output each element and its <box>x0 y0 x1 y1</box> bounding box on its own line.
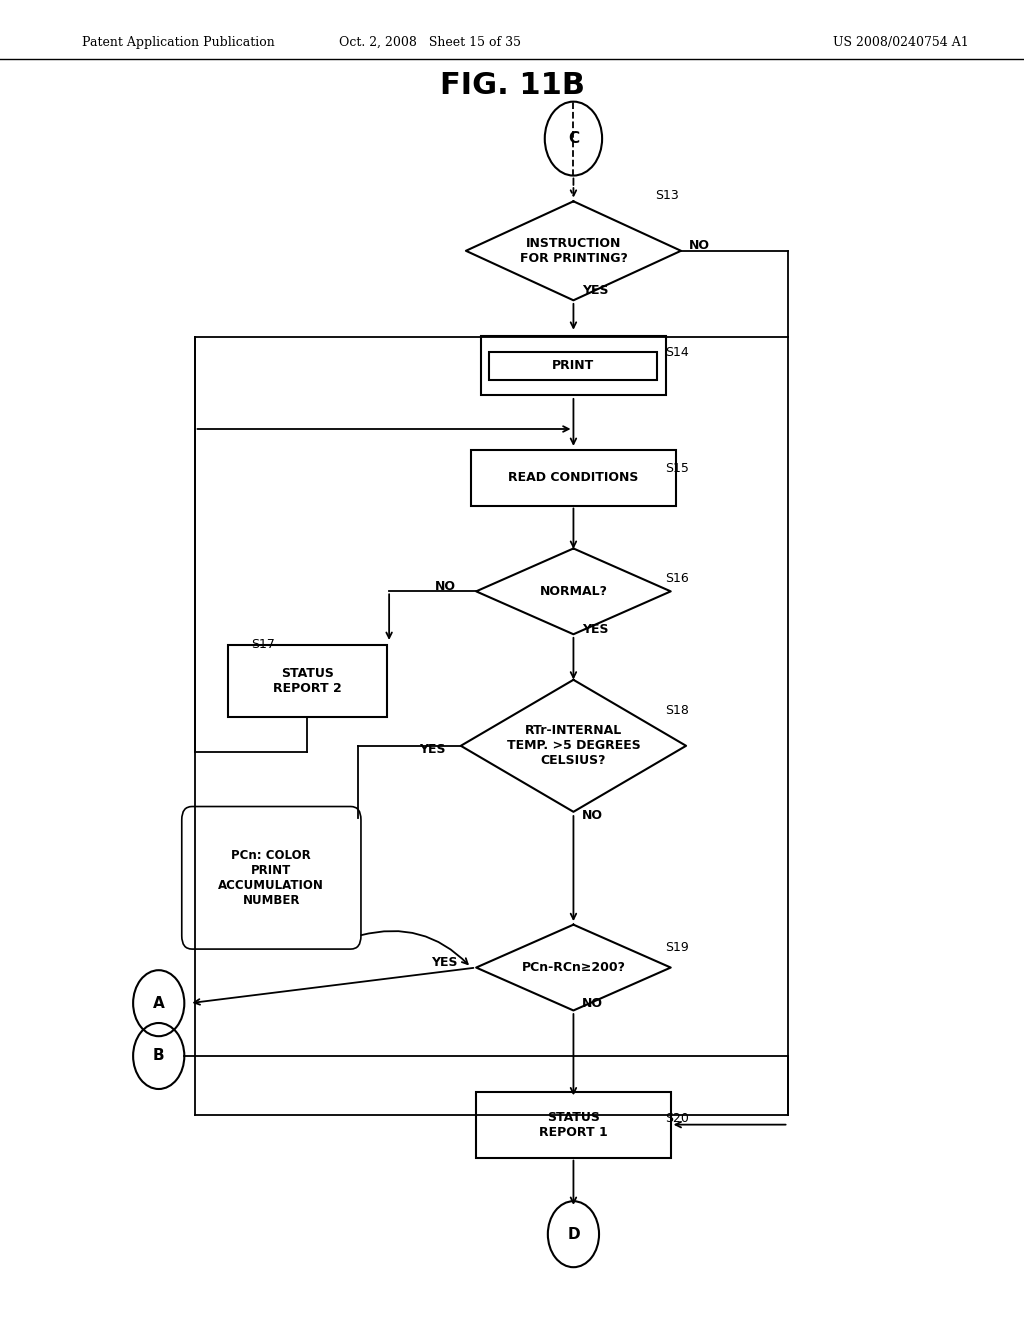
Text: S19: S19 <box>666 941 689 954</box>
Text: US 2008/0240754 A1: US 2008/0240754 A1 <box>834 36 969 49</box>
Text: S16: S16 <box>666 572 689 585</box>
Text: S13: S13 <box>655 189 679 202</box>
Text: C: C <box>568 131 579 147</box>
Text: YES: YES <box>582 623 608 636</box>
Bar <box>489 351 657 380</box>
Text: NO: NO <box>582 809 603 822</box>
Text: A: A <box>153 995 165 1011</box>
Text: B: B <box>153 1048 165 1064</box>
Text: STATUS
REPORT 1: STATUS REPORT 1 <box>539 1110 608 1139</box>
Text: NO: NO <box>582 997 603 1010</box>
Text: NORMAL?: NORMAL? <box>540 585 607 598</box>
Bar <box>227 645 386 718</box>
Text: S17: S17 <box>251 638 274 651</box>
Text: D: D <box>567 1226 580 1242</box>
Text: YES: YES <box>431 956 458 969</box>
Text: YES: YES <box>419 743 445 756</box>
Text: PCn-RCn≥200?: PCn-RCn≥200? <box>521 961 626 974</box>
Text: PRINT: PRINT <box>552 359 595 372</box>
Text: NO: NO <box>434 579 456 593</box>
Text: RTr-INTERNAL
TEMP. >5 DEGREES
CELSIUS?: RTr-INTERNAL TEMP. >5 DEGREES CELSIUS? <box>507 725 640 767</box>
Text: S18: S18 <box>666 704 689 717</box>
Text: Patent Application Publication: Patent Application Publication <box>82 36 274 49</box>
Text: YES: YES <box>582 284 608 297</box>
Bar <box>471 450 676 506</box>
Text: S14: S14 <box>666 346 689 359</box>
Text: S20: S20 <box>666 1111 689 1125</box>
Text: READ CONDITIONS: READ CONDITIONS <box>508 471 639 484</box>
Text: S15: S15 <box>666 462 689 475</box>
Text: Oct. 2, 2008   Sheet 15 of 35: Oct. 2, 2008 Sheet 15 of 35 <box>339 36 521 49</box>
Text: PCn: COLOR
PRINT
ACCUMULATION
NUMBER: PCn: COLOR PRINT ACCUMULATION NUMBER <box>218 849 325 907</box>
Text: FIG. 11B: FIG. 11B <box>439 71 585 100</box>
Bar <box>481 335 666 396</box>
Bar <box>476 1092 671 1158</box>
Text: INSTRUCTION
FOR PRINTING?: INSTRUCTION FOR PRINTING? <box>519 236 628 265</box>
Text: STATUS
REPORT 2: STATUS REPORT 2 <box>272 667 342 696</box>
Text: NO: NO <box>689 239 711 252</box>
